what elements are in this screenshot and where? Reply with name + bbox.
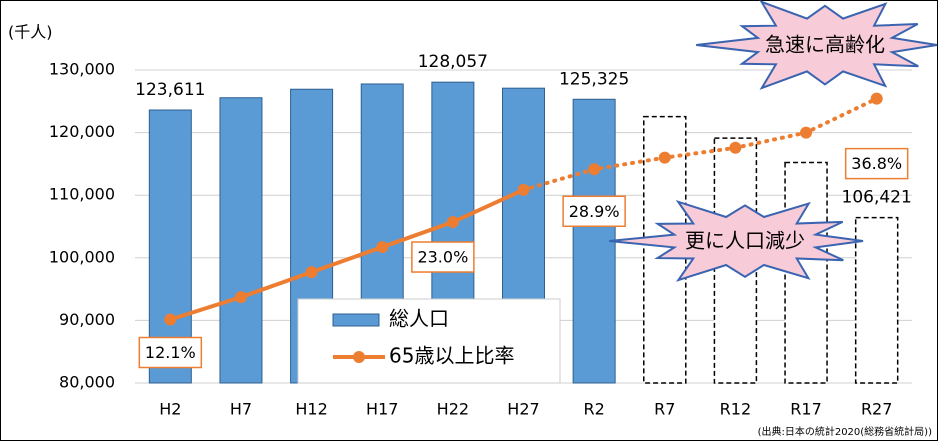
y-tick-label: 100,000: [49, 247, 115, 266]
value-label-box: [411, 241, 475, 273]
x-tick-label: R27: [861, 400, 892, 419]
x-tick-label: H17: [366, 400, 398, 419]
bar-value-label: 106,421: [842, 188, 912, 208]
bar: [219, 97, 263, 384]
annotation: 更に人口減少: [685, 229, 805, 253]
starburst: [696, 0, 938, 90]
x-tick-label: R2: [583, 400, 604, 419]
y-unit-label: (千人): [8, 23, 53, 42]
bar: [854, 216, 899, 384]
legend-box: [297, 298, 561, 384]
value-label-box: [562, 195, 626, 228]
bar-value-label: 128,057: [418, 52, 488, 72]
line: [168, 187, 526, 322]
line-value-label: 23.0%: [417, 248, 468, 267]
annotation: 急速に高齢化: [765, 33, 885, 57]
line-value-label: 36.8%: [851, 154, 902, 173]
line-value-label: 28.9%: [569, 202, 620, 221]
y-tick-label: 120,000: [49, 122, 115, 141]
line-marker: [729, 141, 742, 154]
bar: [572, 98, 616, 384]
x-tick-label: R17: [790, 400, 821, 419]
line-marker: [658, 151, 671, 164]
line-marker: [305, 266, 318, 279]
x-tick-label: R12: [720, 400, 751, 419]
y-tick-label: 130,000: [49, 60, 115, 79]
starburst: [609, 199, 864, 282]
legend-label: 総人口: [389, 307, 449, 331]
bar-value-label: 125,325: [559, 69, 629, 89]
y-tick-label: 90,000: [59, 310, 115, 329]
x-tick-label: H7: [230, 400, 252, 419]
value-label-box: [138, 336, 203, 369]
line-marker: [234, 291, 247, 304]
line-marker: [164, 313, 177, 326]
bar-value-label: 123,611: [135, 80, 205, 100]
line-marker: [517, 183, 530, 196]
x-tick-label: H22: [437, 400, 469, 419]
y-tick-label: 110,000: [49, 185, 115, 204]
x-tick-label: R7: [654, 400, 675, 419]
line-marker: [870, 92, 883, 105]
line-marker: [446, 216, 459, 229]
value-label-box: [844, 147, 909, 180]
line-marker: [588, 163, 601, 176]
line-value-label: 12.1%: [145, 343, 196, 362]
x-tick-label: H27: [507, 400, 539, 419]
source: (出典:日本の統計2020(総務省統計局)): [758, 425, 933, 438]
legend-swatch: [332, 313, 380, 327]
legend-swatch-marker: [353, 351, 365, 363]
legend-label: 65歳以上比率: [389, 344, 514, 368]
x-tick-label: H2: [159, 400, 181, 419]
x-tick-label: H12: [295, 400, 327, 419]
line-marker: [800, 126, 813, 139]
line-marker: [376, 241, 389, 254]
y-tick-label: 80,000: [59, 373, 115, 392]
